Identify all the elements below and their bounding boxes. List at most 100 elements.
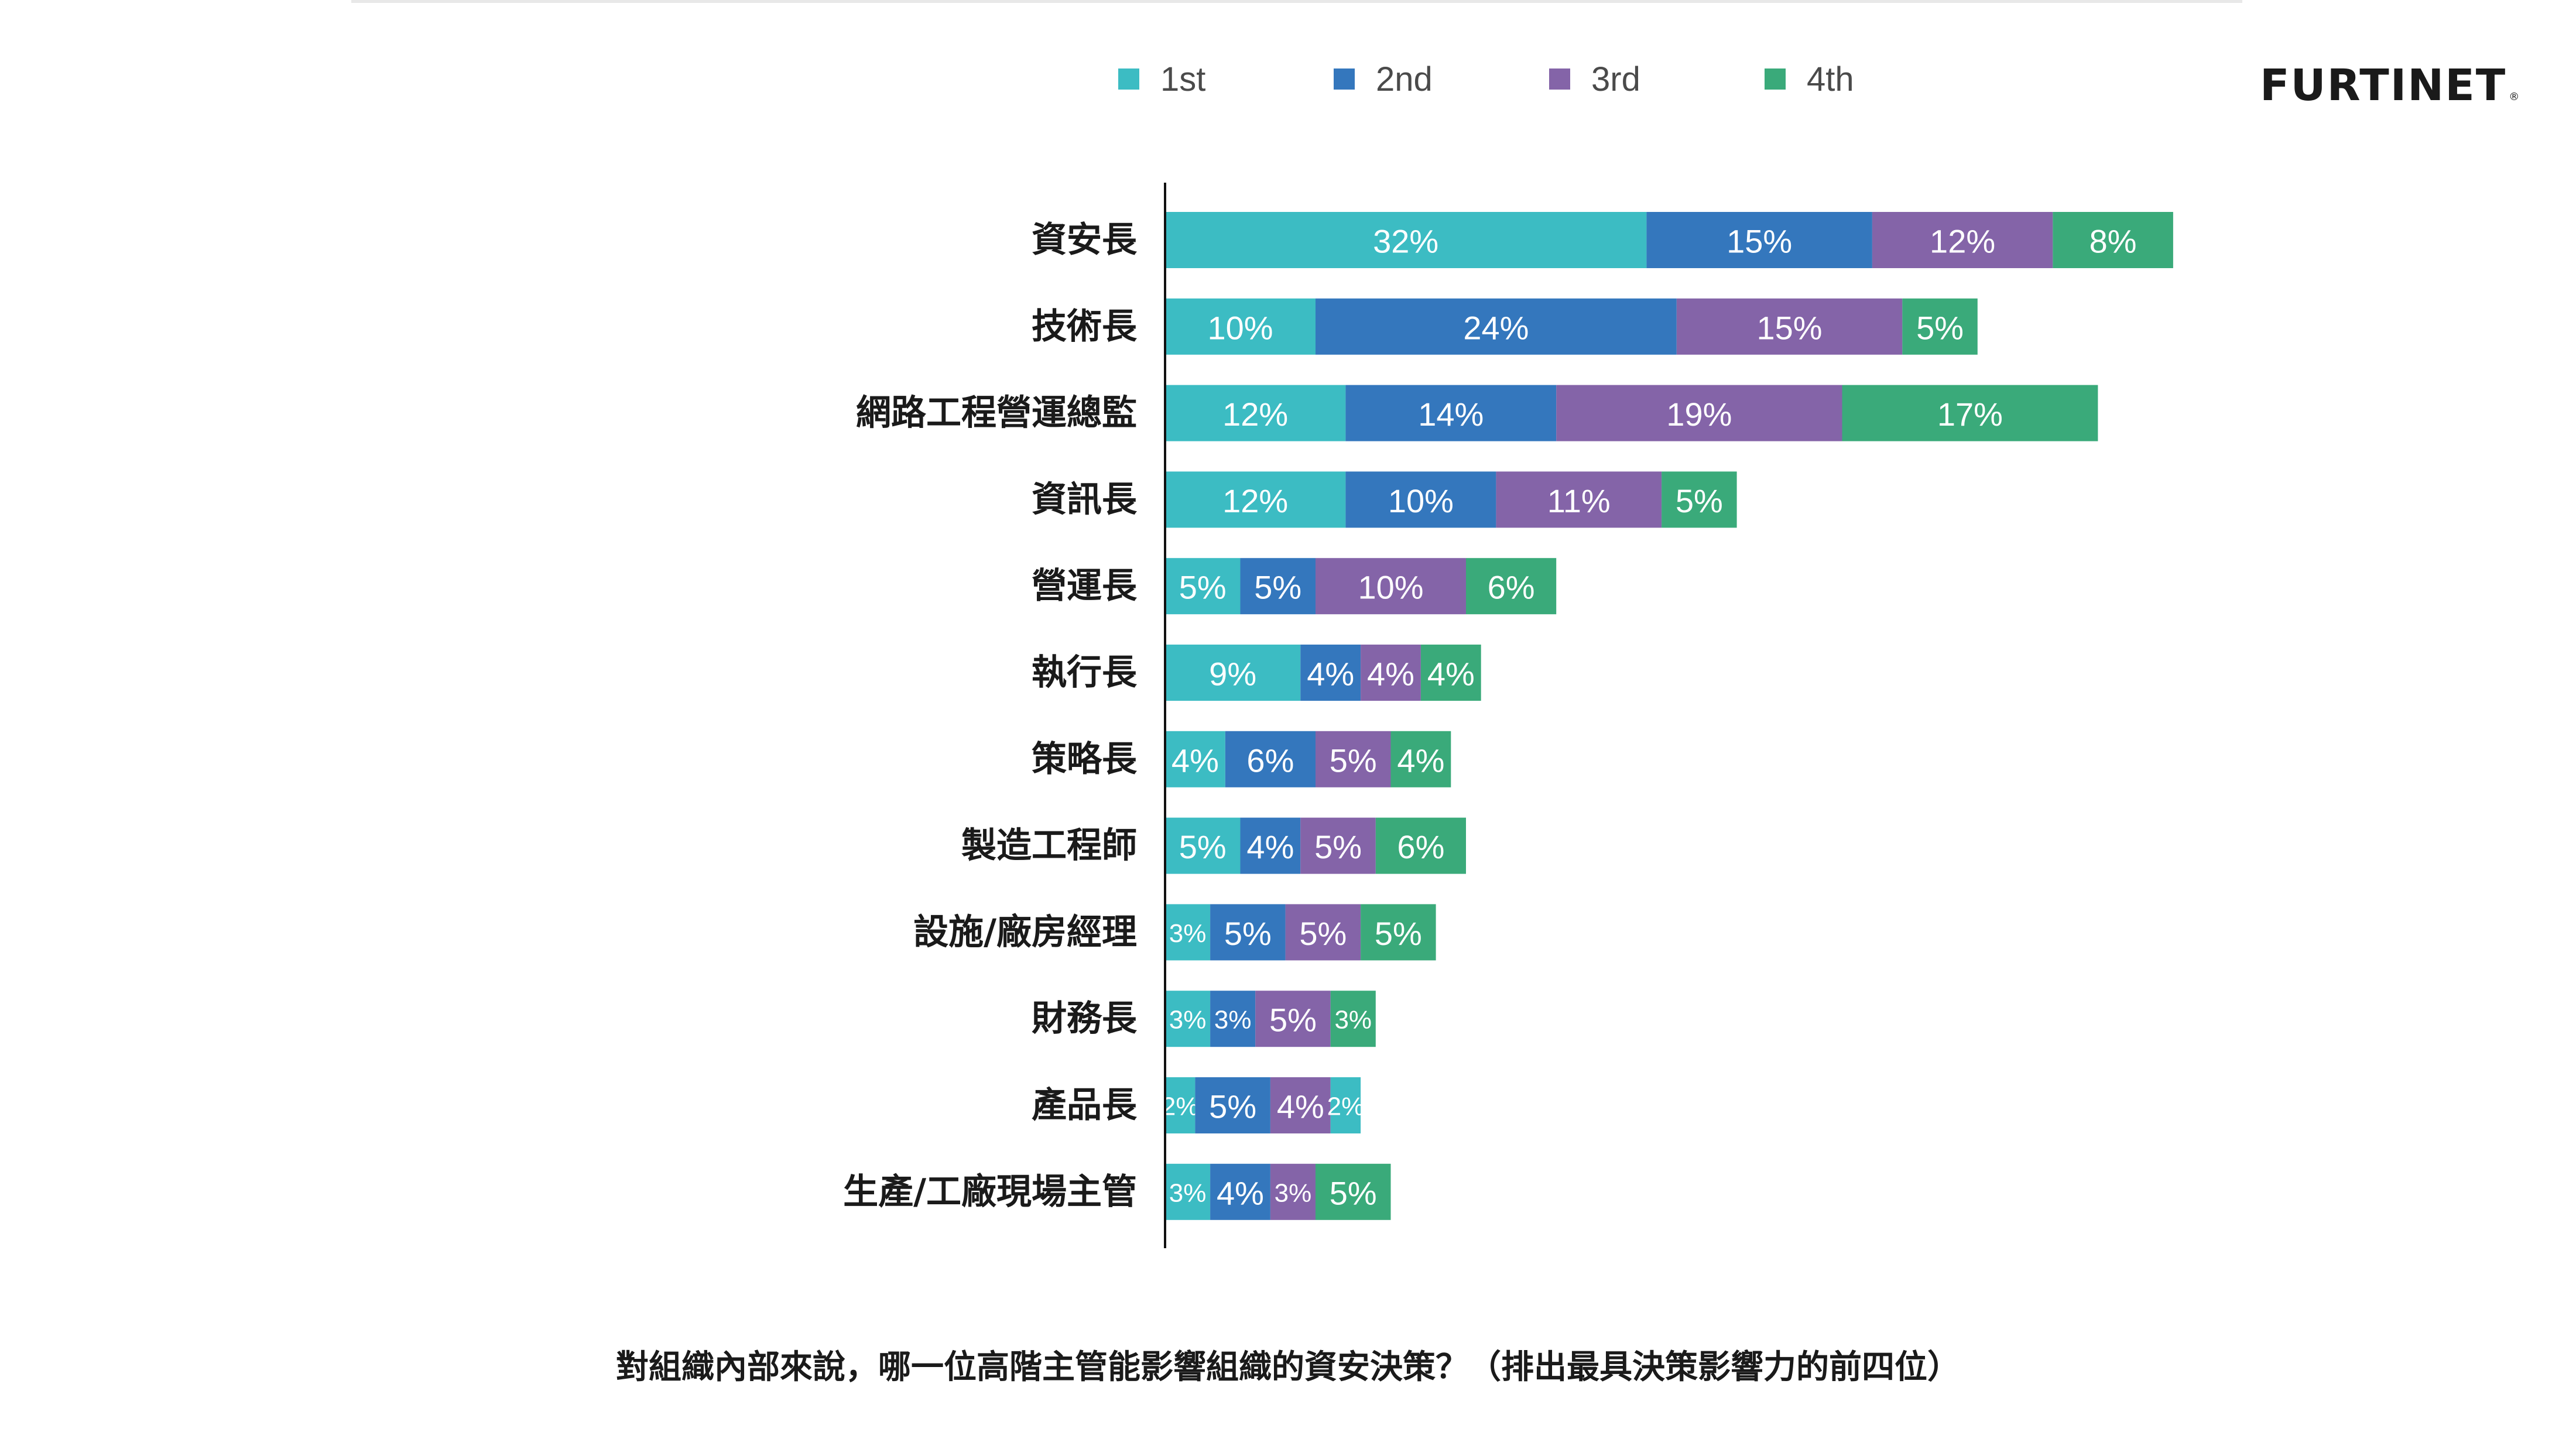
legend-item-1st: 1st	[1118, 53, 1205, 105]
data-label-4th-row-6: 4%	[1397, 742, 1444, 779]
bar-segment-1st-row-5	[1165, 645, 1301, 701]
legend-swatch-4th	[1765, 68, 1786, 90]
bar-segment-2nd-row-5	[1300, 645, 1361, 701]
category-label: 資訊長	[1032, 479, 1138, 520]
category-label: 網路工程營運總監	[856, 393, 1137, 434]
bar-segment-2nd-row-11	[1210, 1163, 1270, 1220]
data-label-3rd-row-7: 5%	[1314, 828, 1362, 865]
data-label-4th-row-4: 6%	[1488, 569, 1535, 606]
data-label-3rd-row-6: 5%	[1330, 742, 1377, 779]
data-label-4th-row-1: 5%	[1916, 309, 1964, 346]
bar-segment-3rd-row-6	[1316, 731, 1391, 787]
bar-segment-2nd-row-1	[1316, 298, 1677, 355]
bar-segment-2nd-row-6	[1225, 731, 1316, 787]
data-label-1st-row-5: 9%	[1209, 656, 1256, 693]
bar-segment-4th-row-6	[1390, 731, 1451, 787]
data-label-2nd-row-10: 5%	[1209, 1088, 1256, 1125]
category-label: 技術長	[1032, 306, 1138, 347]
category-label: 執行長	[1032, 652, 1138, 693]
legend-swatch-3rd	[1549, 68, 1570, 90]
legend-swatch-1st	[1118, 68, 1139, 90]
data-label-2nd-row-6: 6%	[1246, 742, 1294, 779]
chart-caption: 對組織內部來說，哪一位高階主管能影響組織的資安決策？（排出最具決策影響力的前四位…	[616, 1348, 1960, 1386]
fortinet-logo: FURTINET ®	[2260, 60, 2541, 111]
bar-segment-4th-row-11	[1316, 1163, 1391, 1220]
category-label: 設施/廠房經理	[913, 912, 1137, 953]
data-label-2nd-row-1: 24%	[1463, 309, 1529, 346]
bar-segment-3rd-row-4	[1316, 558, 1466, 615]
data-label-1st-row-10: 2%	[1162, 1092, 1199, 1121]
bar-segment-4th-row-8	[1361, 904, 1436, 961]
legend-label-2nd: 2nd	[1376, 60, 1433, 98]
category-label: 製造工程師	[961, 825, 1137, 866]
category-label: 資安長	[1032, 220, 1138, 261]
bar-segment-3rd-row-7	[1300, 817, 1376, 874]
data-label-1st-row-7: 5%	[1179, 828, 1227, 865]
bar-segment-2nd-row-8	[1210, 904, 1286, 961]
bar-segment-2nd-row-10	[1195, 1077, 1270, 1133]
data-label-3rd-row-5: 4%	[1367, 656, 1414, 693]
data-label-1st-row-9: 3%	[1169, 1006, 1207, 1034]
data-label-3rd-row-2: 19%	[1666, 396, 1732, 433]
data-label-2nd-row-5: 4%	[1307, 656, 1354, 693]
bar-segment-1st-row-8	[1165, 904, 1211, 961]
data-label-3rd-row-1: 15%	[1757, 309, 1823, 346]
legend-item-3rd: 3rd	[1549, 53, 1640, 105]
legend-swatch-2nd	[1334, 68, 1355, 90]
data-label-1st-row-3: 12%	[1222, 482, 1288, 519]
data-label-1st-row-1: 10%	[1207, 309, 1273, 346]
bar-segment-1st-row-11	[1165, 1163, 1211, 1220]
bar-segment-1st-row-3	[1165, 471, 1346, 528]
bar-segment-1st-row-4	[1165, 558, 1241, 615]
legend-item-2nd: 2nd	[1334, 53, 1433, 105]
bar-segment-2nd-row-9	[1210, 991, 1256, 1047]
bar-segment-3rd-row-2	[1556, 385, 1842, 441]
category-label: 財務長	[1032, 998, 1138, 1039]
bar-segment-2nd-row-0	[1646, 212, 1872, 268]
bar-segment-3rd-row-9	[1255, 991, 1331, 1047]
data-label-4th-row-9: 3%	[1334, 1006, 1372, 1034]
bar-segment-3rd-row-5	[1361, 645, 1421, 701]
data-label-4th-row-7: 6%	[1397, 828, 1444, 865]
bar-segment-2nd-row-3	[1345, 471, 1496, 528]
bar-segment-3rd-row-11	[1270, 1163, 1316, 1220]
bar-segment-4th-row-4	[1466, 558, 1557, 615]
data-label-1st-row-0: 32%	[1373, 223, 1438, 260]
data-label-2nd-row-7: 4%	[1246, 828, 1294, 865]
data-label-3rd-row-4: 10%	[1358, 569, 1423, 606]
bar-segment-1st-row-0	[1165, 212, 1647, 268]
category-label: 策略長	[1032, 739, 1138, 780]
data-label-2nd-row-9: 3%	[1214, 1006, 1252, 1034]
data-label-3rd-row-9: 5%	[1269, 1002, 1317, 1039]
bar-segment-1st-row-9	[1165, 991, 1211, 1047]
data-label-3rd-row-8: 5%	[1299, 915, 1347, 952]
bar-segment-1st-row-10	[1165, 1077, 1195, 1133]
data-label-3rd-row-3: 11%	[1547, 482, 1611, 519]
data-label-1st-row-8: 3%	[1169, 919, 1207, 948]
logo-text: FURTINET	[2260, 60, 2507, 111]
bar-segment-4th-row-9	[1330, 991, 1376, 1047]
bar-segment-1st-row-1	[1165, 298, 1316, 355]
legend-label-3rd: 3rd	[1591, 60, 1640, 98]
data-label-4th-row-3: 5%	[1676, 482, 1723, 519]
bar-segment-3rd-row-0	[1872, 212, 2053, 268]
bar-segment-4th-row-2	[1842, 385, 2098, 441]
bar-segment-3rd-row-3	[1496, 471, 1662, 528]
bar-segment-4th-row-1	[1902, 298, 1978, 355]
data-label-2nd-row-4: 5%	[1254, 569, 1301, 606]
category-label: 生產/工廠現場主管	[843, 1171, 1137, 1212]
data-label-3rd-row-0: 12%	[1930, 223, 1995, 260]
category-labels: 資安長技術長網路工程營運總監資訊長營運長執行長策略長製造工程師設施/廠房經理財務…	[843, 220, 1138, 1212]
bar-segment-3rd-row-10	[1270, 1077, 1331, 1133]
data-label-4th-row-10: 2%	[1327, 1092, 1365, 1121]
legend-label-1st: 1st	[1160, 60, 1206, 98]
bar-segment-1st-row-2	[1165, 385, 1346, 441]
bar-segment-4th-row-3	[1662, 471, 1737, 528]
bar-segment-4th-row-10	[1330, 1077, 1361, 1133]
data-label-3rd-row-10: 4%	[1277, 1088, 1324, 1125]
bar-segment-4th-row-5	[1420, 645, 1481, 701]
data-label-4th-row-11: 5%	[1330, 1174, 1377, 1211]
bar-segment-3rd-row-8	[1285, 904, 1361, 961]
data-label-1st-row-2: 12%	[1222, 396, 1288, 433]
legend-label-4th: 4th	[1807, 60, 1854, 98]
